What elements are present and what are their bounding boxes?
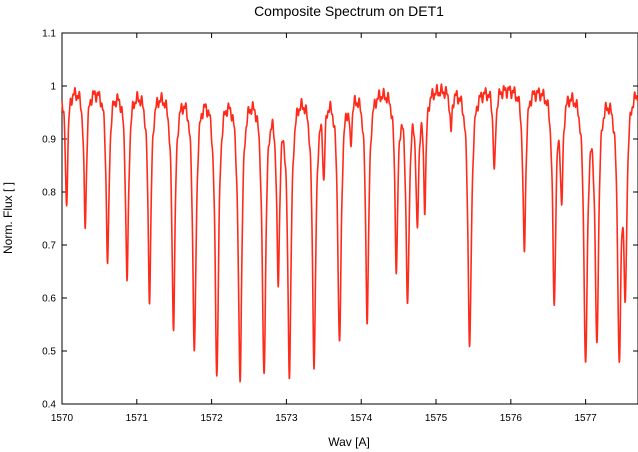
x-tick-label: 1570	[51, 413, 74, 424]
x-tick-label: 1574	[350, 413, 373, 424]
y-tick-label: 0.5	[42, 347, 56, 358]
y-axis-label: Norm. Flux [ ]	[1, 182, 15, 254]
y-tick-label: 0.8	[42, 188, 56, 199]
x-tick-label: 1575	[425, 413, 448, 424]
y-tick-label: 0.7	[42, 241, 56, 252]
y-axis-ticks: 0.4 0.5 0.6 0.7 0.8 0.9 1 1.1	[42, 29, 638, 411]
y-tick-label: 0.6	[42, 294, 56, 305]
x-axis-ticks: 1570 1571 1572 1573 1574 1575 1576 1577	[51, 33, 597, 424]
y-tick-label: 0.9	[42, 135, 56, 146]
y-tick-label: 0.4	[42, 400, 56, 411]
x-axis-label: Wav [A]	[328, 435, 370, 449]
x-tick-label: 1577	[575, 413, 598, 424]
y-tick-label: 1	[50, 82, 56, 93]
x-tick-label: 1571	[126, 413, 149, 424]
x-tick-label: 1576	[500, 413, 523, 424]
chart-title: Composite Spectrum on DET1	[254, 3, 444, 19]
y-tick-label: 1.1	[42, 29, 56, 40]
spectrum-series-line	[61, 83, 638, 383]
x-tick-label: 1573	[275, 413, 298, 424]
plot-frame	[61, 32, 638, 405]
x-tick-label: 1572	[200, 413, 223, 424]
